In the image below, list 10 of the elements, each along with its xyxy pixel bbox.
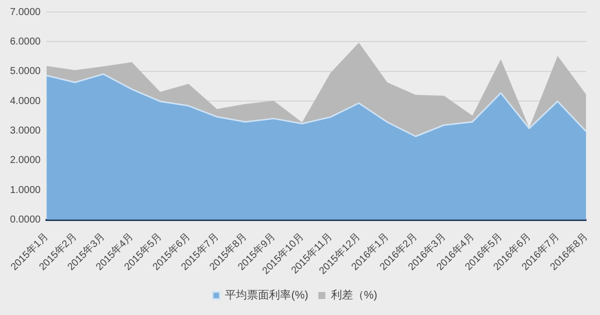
y-tick-label: 7.0000 [10, 6, 42, 18]
y-tick-label: 2.0000 [10, 155, 42, 166]
y-tick-label: 5.0000 [10, 66, 42, 78]
y-tick-label: 4.0000 [10, 96, 42, 107]
y-tick-label: 1.0000 [10, 184, 42, 196]
y-tick-label: 3.0000 [10, 125, 42, 136]
legend-label: 利差（%) [330, 288, 378, 302]
y-tick-label: 0.0000 [10, 214, 42, 226]
legend-label: 平均票面利率(%) [225, 288, 308, 302]
y-tick-label: 6.0000 [10, 36, 42, 48]
